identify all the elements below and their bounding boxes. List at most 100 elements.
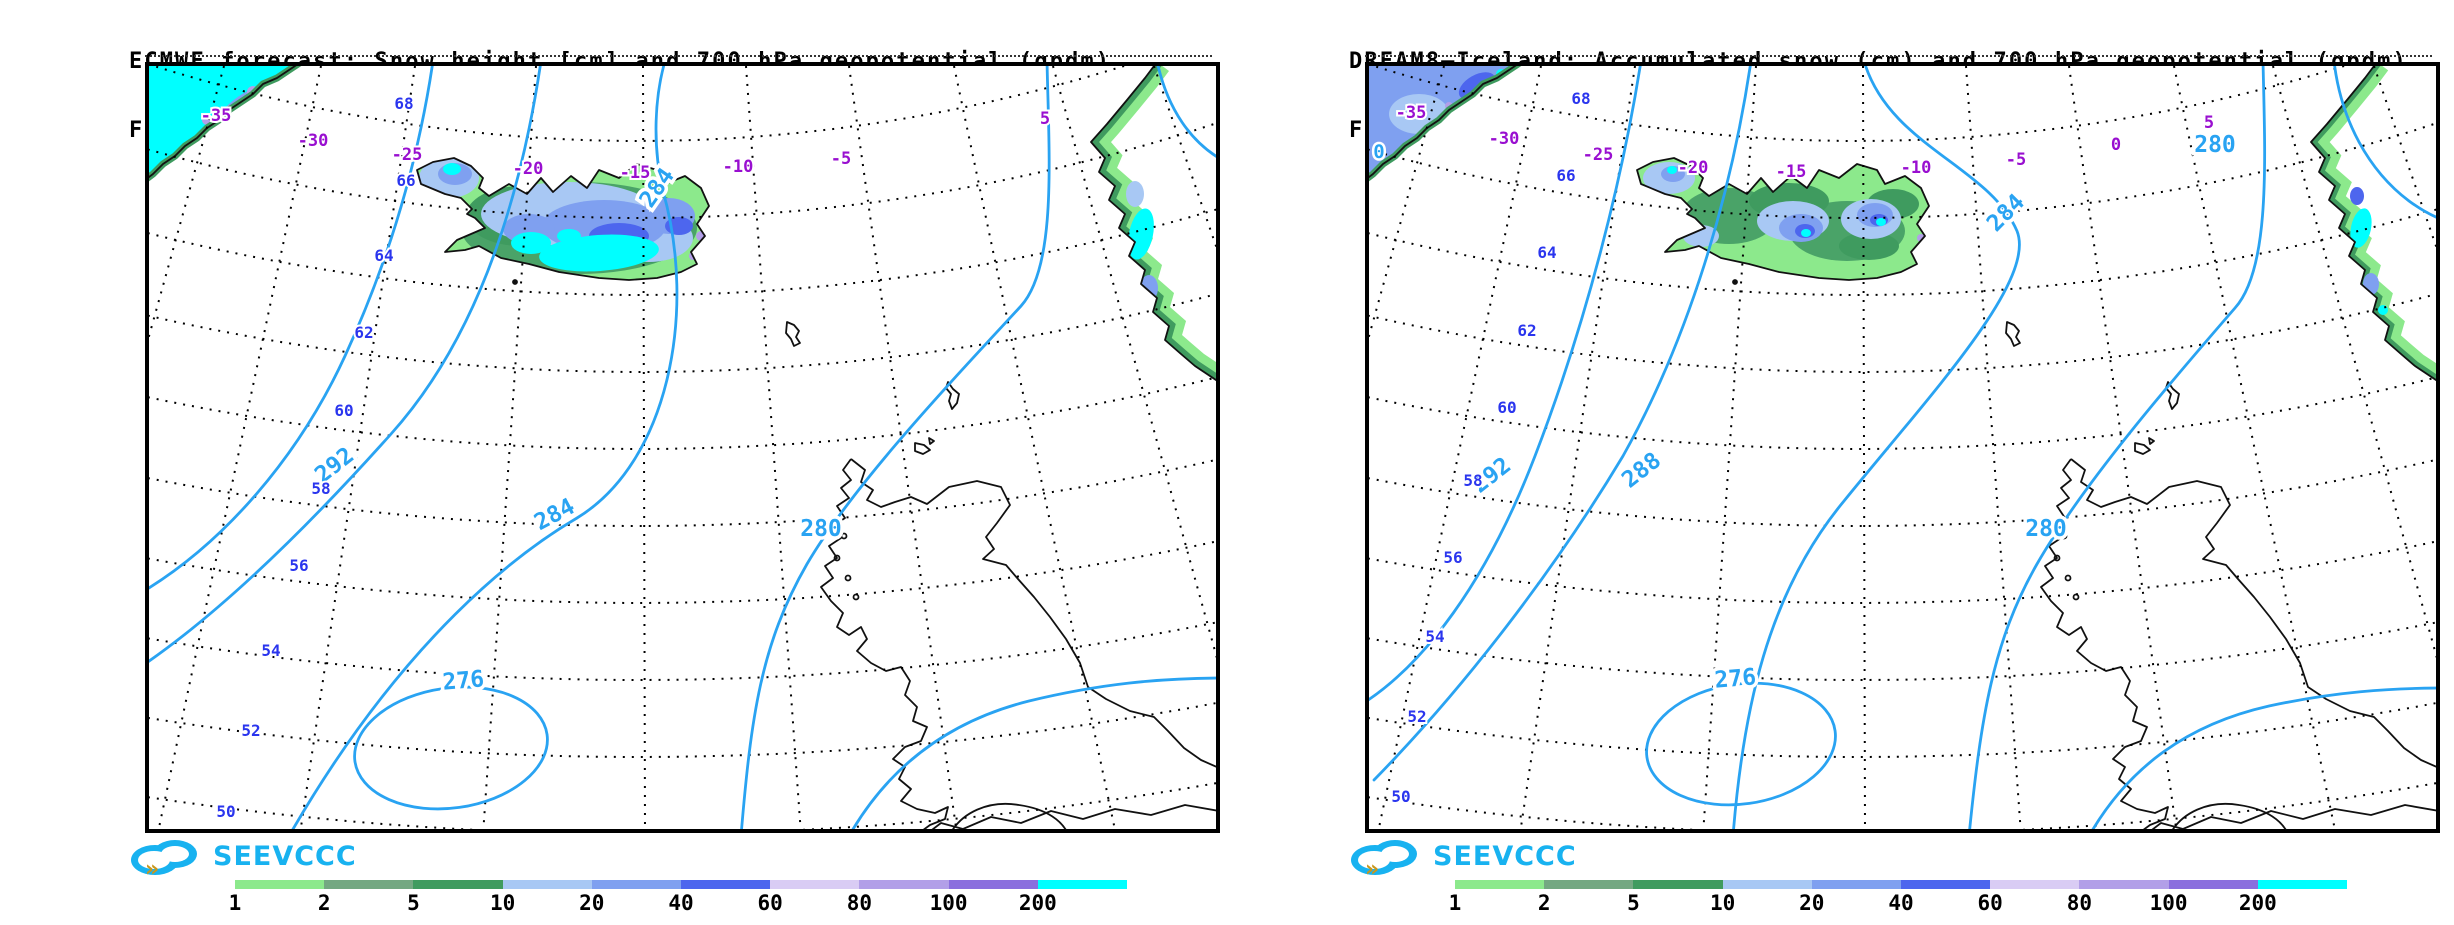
latitude-label: 56: [289, 556, 308, 575]
legend-tick-label: 2: [317, 891, 331, 915]
legend-tick-label: 1: [228, 891, 242, 915]
longitude-label: -20: [1678, 158, 1709, 178]
legend-color-segment: [681, 880, 771, 889]
latitude-label: 68: [1571, 89, 1590, 108]
latitude-label: 50: [1391, 787, 1410, 806]
latitude-label: 52: [241, 721, 260, 740]
latitude-label: 52: [1407, 707, 1426, 726]
contour-label: 280: [2025, 516, 2067, 542]
svg-text:»: »: [145, 857, 159, 880]
contour-label: 284: [1982, 189, 2030, 237]
legend-color-segment: [1990, 880, 2080, 889]
longitude-label: -25: [392, 145, 423, 165]
legend-color-segment: [2079, 880, 2169, 889]
latitude-label: 66: [1556, 166, 1575, 185]
legend-tick-label: 5: [1627, 891, 1640, 915]
longitude-label: -30: [1489, 129, 1520, 149]
longitude-label: 0: [2111, 135, 2121, 155]
legend-color-segment: [859, 880, 949, 889]
longitude-label: -15: [620, 163, 651, 183]
legend-color-segment: [591, 880, 682, 889]
snow-scale-legend: 1 2 5 10 20 40 60 80 100 200: [1449, 880, 2348, 915]
coastline-layer: [149, 66, 1216, 829]
latitude-label: 66: [396, 171, 415, 190]
legend-tick-label: 60: [1977, 891, 2003, 915]
legend-color-segment: [1811, 880, 1902, 889]
legend-color-segment: [1722, 880, 1812, 889]
contour-label: 280: [800, 516, 842, 542]
legend-color-segment: [1544, 880, 1634, 889]
longitude-label: -30: [298, 131, 329, 151]
legend-tick-label: 1: [1448, 891, 1462, 915]
legend-color-segment: [324, 880, 414, 889]
contour-label: 280: [2194, 132, 2236, 158]
legend-color-segment: [948, 880, 1038, 889]
legend-tick-label: 20: [579, 891, 605, 915]
longitude-label: -5: [831, 149, 851, 169]
legend-tick-label: 60: [757, 891, 783, 915]
legend-tick-label: 20: [1799, 891, 1825, 915]
longitude-label: -35: [201, 106, 232, 126]
panel-dream8: DREAM8—Iceland: Accumulated snow (cm) an…: [1305, 0, 2454, 925]
title-underline: [145, 55, 1212, 57]
legend-color-segment: [413, 880, 503, 889]
title-underline: [1365, 55, 2432, 57]
latitude-label: 54: [261, 641, 280, 660]
latitude-label: 64: [374, 246, 393, 265]
longitude-label: -15: [1776, 162, 1807, 182]
latitude-label: 54: [1425, 627, 1444, 646]
graticule-layer: [149, 66, 1216, 829]
geopotential-contour-layer: [149, 66, 1216, 829]
legend-color-segment: [2257, 880, 2348, 889]
longitude-label: -5: [2006, 150, 2026, 170]
legend-tick-label: 10: [1709, 891, 1736, 915]
graticule-layer: [1369, 66, 2436, 829]
longitude-label: 5: [1040, 109, 1050, 129]
svg-text:»: »: [1365, 857, 1379, 880]
legend-tick-label: 40: [1888, 891, 1914, 915]
contour-label: 284: [530, 494, 579, 536]
seevccc-logo-text: SEEVCCC: [213, 840, 357, 872]
legend-tick-label: 200: [2238, 891, 2277, 915]
seevccc-logo-text: SEEVCCC: [1433, 840, 1577, 872]
legend-tick-label: 200: [1018, 891, 1057, 915]
legend-color-segment: [1901, 880, 1991, 889]
legend-color-segment: [770, 880, 860, 889]
legend-color-segment: [1455, 880, 1545, 889]
legend-tick-label: 100: [929, 891, 968, 915]
snow-layer: [149, 66, 1216, 382]
contour-label: 0: [1373, 141, 1384, 163]
legend-tick-label: 2: [1537, 891, 1551, 915]
map-frame-ecmwf: 284 292 284 280 276 68 66 64 62 60 58 56 54 52 50 -35 -3…: [145, 62, 1220, 833]
snow-scale-legend: 1 2 5 10 20 40 60 80 100 200: [229, 880, 1128, 915]
legend-tick-label: 10: [489, 891, 516, 915]
legend-tick-label: 80: [2066, 891, 2093, 915]
latitude-label: 56: [1443, 548, 1462, 567]
seevccc-cloud-icon: »: [1351, 840, 1417, 880]
panel-ecmwf: ECMWF forecast: Snow height [cm] and 700…: [85, 0, 1265, 925]
legend-color-segment: [1037, 880, 1128, 889]
longitude-label: -10: [723, 157, 754, 177]
legend-color-segment: [1633, 880, 1723, 889]
longitude-label: -35: [1396, 103, 1427, 123]
latitude-label: 62: [1517, 321, 1536, 340]
geopotential-contour-layer: [1369, 66, 2436, 829]
latitude-label: 64: [1537, 243, 1556, 262]
latitude-label: 60: [334, 401, 353, 420]
latitude-label: 62: [354, 323, 373, 342]
legend-tick-label: 40: [668, 891, 694, 915]
contour-label: 276: [442, 666, 486, 696]
coastline-layer: [1369, 66, 2436, 829]
longitude-label: -25: [1583, 145, 1614, 165]
latitude-label: 60: [1497, 398, 1516, 417]
latitude-label: 58: [311, 479, 330, 498]
legend-tick-label: 80: [846, 891, 873, 915]
seevccc-cloud-icon: »: [131, 840, 197, 880]
legend-color-segment: [235, 880, 325, 889]
legend-color-segment: [2168, 880, 2258, 889]
legend-tick-label: 100: [2149, 891, 2188, 915]
